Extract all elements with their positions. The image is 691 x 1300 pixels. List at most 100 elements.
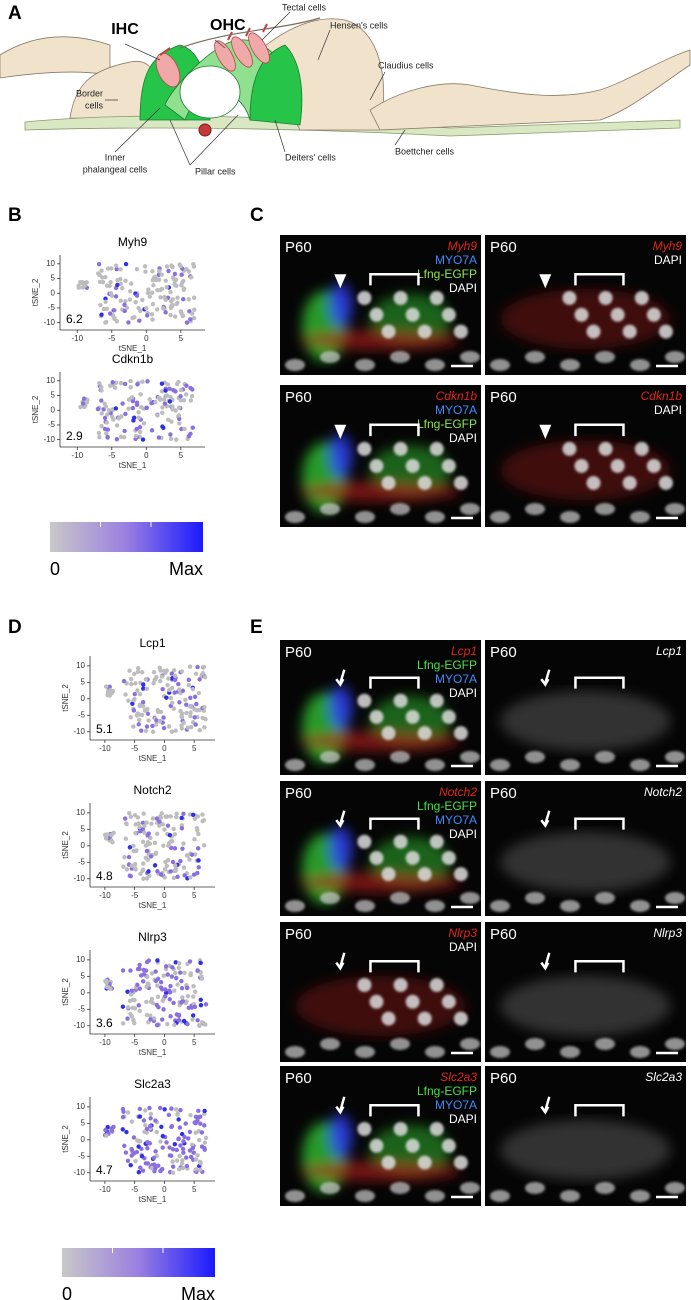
cell-dot [134, 426, 139, 432]
cell-dot [113, 294, 119, 299]
cell-dot [157, 268, 162, 274]
cell-dot [145, 379, 150, 384]
cell-dot [122, 854, 127, 860]
nucleus [393, 1122, 408, 1136]
cell-dot [147, 397, 152, 402]
y-tick-label: -5 [78, 710, 86, 719]
cell-dot [162, 1107, 167, 1112]
cell-dot [187, 1129, 193, 1135]
x-tick-label: 5 [192, 1038, 197, 1047]
cell-dot [161, 725, 167, 731]
cell-dot [97, 435, 102, 440]
nucleus [665, 503, 685, 515]
cell-dot [182, 970, 187, 976]
cell-dot [196, 858, 201, 863]
cell-dot [188, 713, 193, 719]
label-hensen: Hensen's cells [330, 20, 388, 30]
panel-label: D [8, 617, 22, 638]
cell-dot [126, 854, 132, 860]
cell-dot [168, 289, 173, 295]
cell-dot [202, 674, 208, 680]
cell-dot [162, 875, 167, 880]
cell-dot [103, 319, 109, 325]
y-axis-label: tSNE_2 [31, 395, 40, 423]
cell-dot [140, 839, 146, 844]
cell-dot [131, 848, 136, 854]
cell-dot [203, 1002, 209, 1007]
nucleus [490, 1190, 510, 1202]
nucleus [665, 1038, 685, 1050]
y-tick-label: -5 [78, 857, 86, 866]
nucleus [595, 892, 615, 904]
cell-dot [121, 864, 126, 869]
cell-dot [179, 978, 184, 984]
label-ihc: IHC [111, 21, 139, 38]
cell-dot [99, 268, 104, 273]
cell-dot [109, 1126, 115, 1131]
cell-dot [181, 720, 186, 725]
cell-dot [142, 1129, 147, 1135]
nuclei [490, 1038, 685, 1058]
cell-dot [127, 873, 133, 878]
cell-dot [179, 310, 184, 316]
cell-dot [166, 724, 172, 729]
max-value: 5.1 [96, 722, 113, 736]
cell-dot [192, 837, 197, 842]
bracket [574, 959, 625, 973]
cell-dot [155, 976, 161, 982]
x-tick-label: 5 [192, 891, 197, 900]
cell-dot [145, 711, 151, 716]
cell-dot [84, 400, 90, 405]
cell-dot [188, 875, 193, 880]
cell-dot [185, 1021, 190, 1027]
cell-dot [171, 706, 176, 711]
nucleus [595, 1182, 615, 1194]
nucleus [405, 994, 420, 1009]
cell-dot [97, 380, 102, 386]
cell-dot [195, 814, 201, 819]
cell-cloud [78, 378, 195, 442]
nucleus [586, 475, 601, 490]
cell-dot [190, 1017, 195, 1022]
cell-dot [202, 1123, 207, 1128]
cell-dot [146, 287, 151, 292]
cell-dot [145, 1161, 151, 1166]
cell-dot [100, 275, 105, 280]
cell-dot [164, 863, 170, 869]
cell-dot [169, 671, 175, 676]
cell-dot [173, 866, 179, 871]
cell-dot [102, 401, 107, 406]
cell-dot [105, 434, 110, 440]
x-tick-label: 5 [192, 744, 197, 753]
micrograph [485, 781, 686, 916]
arrow [540, 952, 551, 971]
cell-dot [140, 979, 146, 984]
nucleus [357, 1122, 372, 1136]
y-axis-label: tSNE_2 [31, 278, 40, 306]
cell-dot [128, 814, 134, 820]
cell-dot [131, 1017, 136, 1023]
cell-dot [199, 974, 204, 979]
cell-dot [202, 1108, 207, 1114]
nucleus [381, 1011, 396, 1026]
cell-dot [159, 389, 165, 394]
cell-dot [181, 398, 187, 403]
cell-dot [151, 681, 156, 686]
cell-dot [172, 1022, 177, 1028]
cell-dot [175, 874, 180, 879]
cell-dot [145, 857, 151, 862]
scale-min-label: 0 [50, 559, 60, 579]
micrograph [485, 1066, 686, 1206]
cell-dot [182, 873, 187, 878]
cell-dot [106, 985, 111, 990]
nucleus [595, 351, 615, 363]
cell-dot [142, 823, 147, 829]
cell-dot [176, 405, 182, 410]
cell-dot [132, 866, 138, 871]
y-axis-label: tSNE_2 [61, 978, 70, 1006]
cell-dot [123, 1150, 129, 1155]
y-tick-label: 10 [46, 376, 55, 385]
cell-dot [118, 298, 123, 303]
x-tick-label: -5 [131, 744, 139, 753]
cell-dot [159, 272, 164, 277]
